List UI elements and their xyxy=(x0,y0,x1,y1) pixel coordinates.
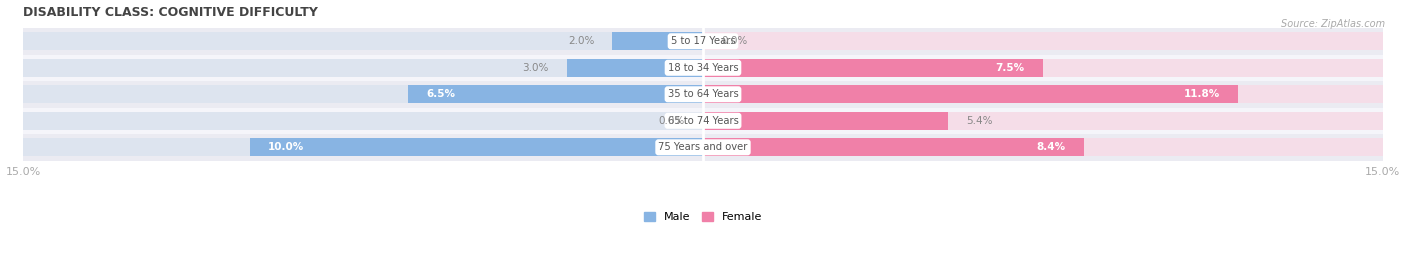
Bar xyxy=(22,81,1384,107)
Legend: Male, Female: Male, Female xyxy=(640,207,766,227)
Bar xyxy=(22,107,1384,134)
Text: 5 to 17 Years: 5 to 17 Years xyxy=(671,36,735,46)
Bar xyxy=(22,59,703,77)
Bar xyxy=(408,85,703,103)
Bar xyxy=(703,138,1084,156)
Text: 75 Years and over: 75 Years and over xyxy=(658,142,748,152)
Bar xyxy=(22,112,703,130)
Bar xyxy=(703,85,1384,103)
Bar xyxy=(703,32,1384,50)
Bar xyxy=(703,112,948,130)
Bar xyxy=(22,32,703,50)
Text: 8.4%: 8.4% xyxy=(1036,142,1066,152)
Text: 6.5%: 6.5% xyxy=(426,89,456,99)
Text: 7.5%: 7.5% xyxy=(995,63,1025,73)
Text: 3.0%: 3.0% xyxy=(523,63,548,73)
Text: 35 to 64 Years: 35 to 64 Years xyxy=(668,89,738,99)
Text: 0.0%: 0.0% xyxy=(658,116,685,126)
Bar xyxy=(703,85,1237,103)
Text: 0.0%: 0.0% xyxy=(721,36,748,46)
Text: 5.4%: 5.4% xyxy=(966,116,993,126)
Bar xyxy=(703,59,1384,77)
Bar xyxy=(22,138,703,156)
Bar xyxy=(703,59,1043,77)
Text: 18 to 34 Years: 18 to 34 Years xyxy=(668,63,738,73)
Bar xyxy=(703,112,1384,130)
Bar xyxy=(703,138,1384,156)
Text: DISABILITY CLASS: COGNITIVE DIFFICULTY: DISABILITY CLASS: COGNITIVE DIFFICULTY xyxy=(22,6,318,19)
Bar xyxy=(22,134,1384,161)
Text: 65 to 74 Years: 65 to 74 Years xyxy=(668,116,738,126)
Bar xyxy=(613,32,703,50)
Text: Source: ZipAtlas.com: Source: ZipAtlas.com xyxy=(1281,19,1385,29)
Bar xyxy=(22,28,1384,55)
Bar xyxy=(22,55,1384,81)
Bar xyxy=(567,59,703,77)
Text: 2.0%: 2.0% xyxy=(568,36,595,46)
Text: 11.8%: 11.8% xyxy=(1184,89,1219,99)
Bar xyxy=(250,138,703,156)
Text: 10.0%: 10.0% xyxy=(269,142,304,152)
Bar xyxy=(22,85,703,103)
